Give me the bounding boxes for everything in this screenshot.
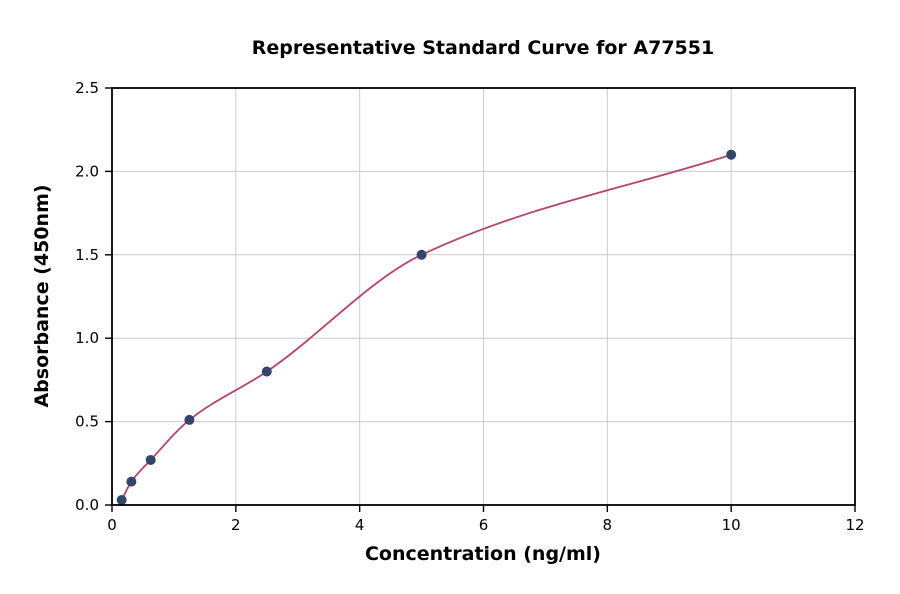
x-tick-label: 4	[355, 516, 365, 534]
x-tick-label: 12	[845, 516, 864, 534]
x-tick-label: 10	[722, 516, 741, 534]
x-axis-label: Concentration (ng/ml)	[365, 543, 601, 565]
y-tick-label: 0.0	[75, 496, 99, 514]
curve-path	[120, 153, 732, 501]
fitted-curve	[120, 153, 732, 501]
x-tick-label: 8	[603, 516, 613, 534]
data-points	[116, 149, 737, 505]
x-tick-label: 2	[231, 516, 241, 534]
tick-labels: 0 2 4 6 8 10 12 0.0 0.5 1.0 1.5 2.0 2.5	[75, 79, 864, 534]
y-axis-label: Absorbance (450nm)	[31, 184, 53, 407]
x-tick-label: 6	[479, 516, 489, 534]
data-point	[145, 454, 156, 465]
chart-title: Representative Standard Curve for A77551	[252, 37, 714, 59]
data-point	[126, 476, 137, 487]
data-point	[116, 494, 127, 505]
y-tick-label: 2.0	[75, 162, 99, 180]
y-tick-label: 0.5	[75, 413, 99, 431]
grid-lines	[111, 87, 856, 506]
y-tick-label: 1.0	[75, 329, 99, 347]
data-point	[726, 149, 737, 160]
data-point	[184, 414, 195, 425]
y-tick-label: 2.5	[75, 79, 99, 97]
data-point	[416, 249, 427, 260]
y-tick-label: 1.5	[75, 246, 99, 264]
data-point	[261, 366, 272, 377]
tick-marks	[105, 87, 856, 512]
x-tick-label: 0	[107, 516, 117, 534]
